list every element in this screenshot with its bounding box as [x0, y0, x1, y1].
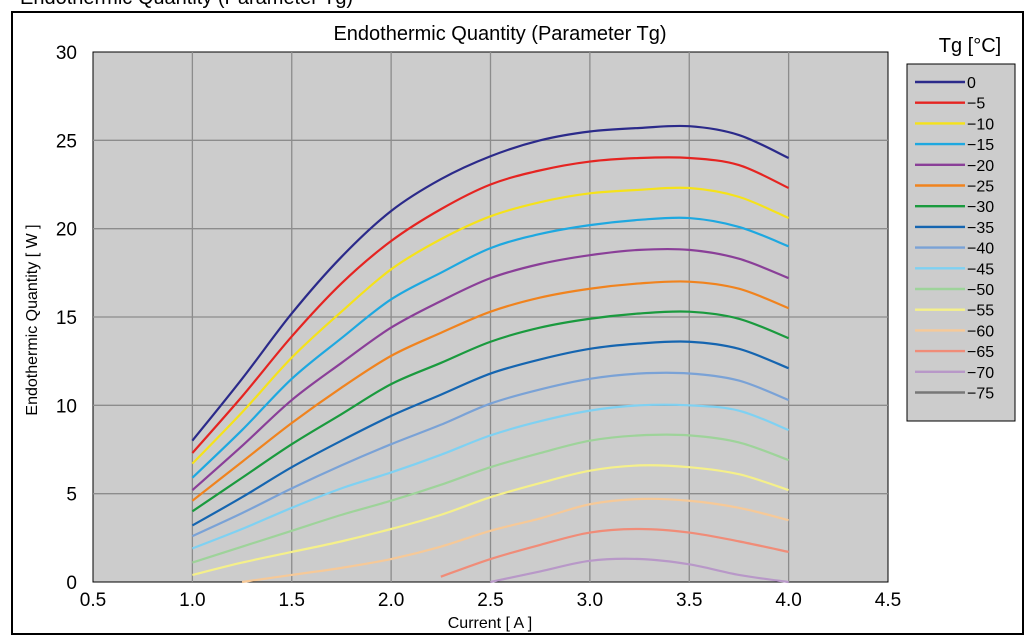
series-line-tg-minus-65: [440, 527, 789, 578]
series-line-tg-minus-40: [191, 371, 790, 538]
y-tick-label: 5: [66, 485, 77, 506]
series-line-tg-minus-70: [490, 557, 789, 584]
legend-label: −5: [967, 96, 985, 113]
x-tick-label: 1.5: [279, 590, 305, 611]
legend-label: −25: [967, 179, 994, 196]
y-tick-label: 15: [56, 308, 77, 329]
series-line-tg-0: [191, 124, 790, 442]
legend-label: −60: [967, 323, 994, 340]
y-axis-label: Endothermic Quantity [ W ]: [24, 224, 41, 415]
y-tick-label: 0: [66, 573, 77, 594]
series-line-tg-minus-5: [191, 156, 790, 454]
legend-label: −50: [967, 282, 994, 299]
series-line-tg-minus-15: [191, 216, 790, 479]
legend-label: −15: [967, 137, 994, 154]
series-line-tg-minus-20: [191, 247, 790, 491]
series-layer: [191, 124, 790, 584]
legend-box: [906, 63, 1016, 422]
series-line-tg-minus-60: [241, 497, 789, 584]
x-tick-label: 0.5: [80, 590, 106, 611]
grid: [93, 52, 888, 582]
series-line-tg-minus-25: [191, 280, 790, 502]
legend-label: −70: [967, 365, 994, 382]
chart-title: Endothermic Quantity (Parameter Tg): [333, 23, 666, 45]
legend-label: −40: [967, 241, 994, 258]
x-tick-label: 4.5: [875, 590, 901, 611]
legend-label: −55: [967, 303, 994, 320]
x-axis-label: Current [ A ]: [448, 615, 532, 632]
legend-title: Tg [°C]: [939, 35, 1001, 57]
series-line-tg-minus-55: [192, 464, 789, 577]
series-line-tg-minus-30: [191, 310, 790, 513]
x-tick-label: 2.5: [477, 590, 503, 611]
partial-caption: Endothermic Quantity (Parameter Tg): [20, 0, 353, 9]
y-tick-label: 30: [56, 43, 77, 64]
legend: 0 −5 −10 −15 −20 −25 −30 −35 −40 −45 −50 −55 −60 −65 −…: [915, 75, 994, 403]
x-tick-label: 4.0: [775, 590, 801, 611]
legend-label: −35: [967, 220, 994, 237]
series-line-tg-minus-50: [192, 433, 789, 564]
y-tick-label: 10: [56, 396, 77, 417]
legend-label: −45: [967, 261, 994, 278]
legend-label: −20: [967, 158, 994, 175]
ticks: 0.5 1.0 1.5 2.0 2.5 3.0 3.5 4.0 4.5 0 5 10 15 20 25 30: [56, 43, 901, 611]
series-line-tg-minus-35: [191, 340, 790, 527]
x-tick-label: 3.5: [676, 590, 702, 611]
series-line-tg-minus-10: [191, 186, 790, 465]
legend-label: −10: [967, 116, 994, 133]
x-tick-label: 2.0: [378, 590, 404, 611]
legend-label: −65: [967, 344, 994, 361]
y-tick-label: 20: [56, 220, 77, 241]
legend-label: −75: [967, 386, 994, 403]
y-tick-label: 25: [56, 131, 77, 152]
legend-label: −30: [967, 199, 994, 216]
x-tick-label: 3.0: [577, 590, 603, 611]
x-tick-label: 1.0: [179, 590, 205, 611]
legend-label: 0: [967, 75, 976, 92]
series-line-tg-minus-45: [191, 403, 790, 550]
